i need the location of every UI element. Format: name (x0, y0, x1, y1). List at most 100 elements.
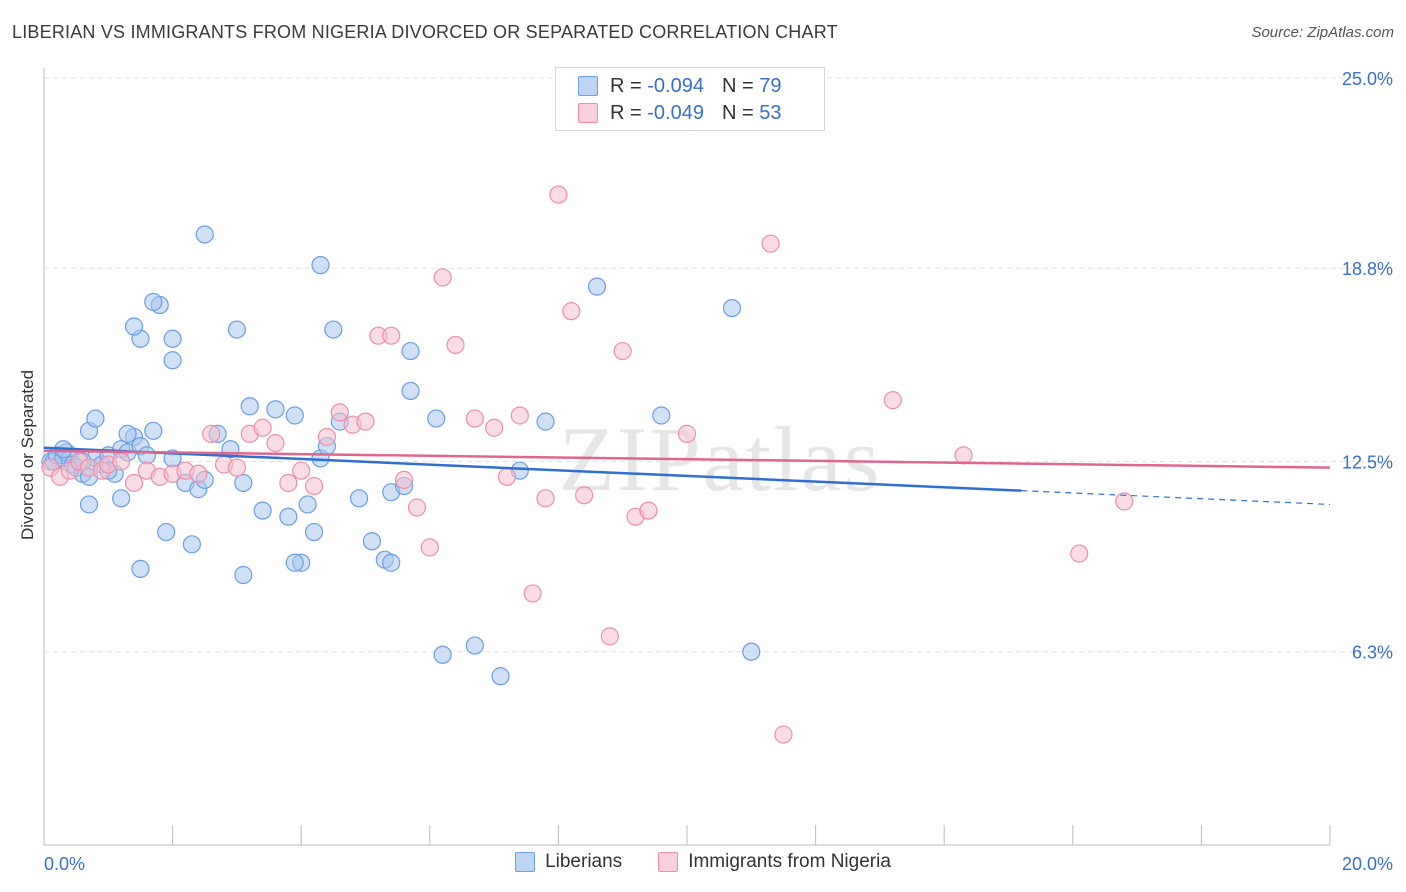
y-tick-label: 6.3% (1352, 643, 1393, 663)
nigeria-point (420, 538, 439, 557)
nigeria-point (112, 452, 131, 471)
legend-row-nigeria: R = -0.049 N = 53 (578, 100, 781, 126)
liberians-trend-line (43, 446, 1022, 492)
liberian-point (652, 406, 671, 425)
liberian-point (349, 489, 369, 508)
liberian-point (234, 473, 253, 493)
trend-lines (43, 446, 1331, 506)
liberian-point (124, 317, 144, 336)
nigeria-point (356, 412, 375, 431)
liberian-point (131, 559, 150, 578)
legend-item-liberians[interactable]: Liberians (515, 851, 622, 873)
nigeria-point (446, 335, 465, 355)
nigeria-point (253, 418, 272, 437)
liberian-point (311, 256, 330, 275)
x-tick-label: 0.0% (44, 854, 85, 874)
nigeria-trend-line (43, 449, 1331, 469)
liberian-point (427, 409, 446, 428)
liberian-point (285, 406, 304, 425)
nigeria-point (510, 406, 529, 425)
legend-item-nigeria[interactable]: Immigrants from Nigeria (658, 851, 891, 873)
liberian-point (144, 292, 163, 312)
legend-n-label: N = (721, 74, 760, 97)
legend-r-label: R = (610, 101, 648, 124)
nigeria-point (600, 627, 619, 646)
liberian-point (401, 341, 420, 361)
nigeria-point (279, 473, 298, 493)
liberians-trend-extension (1021, 490, 1331, 506)
nigeria-point (613, 341, 632, 361)
liberian-point (227, 320, 246, 339)
nigeria-point (465, 409, 484, 428)
nigeria-point (485, 418, 504, 437)
legend-r-value: -0.049 (647, 101, 704, 124)
liberian-point (157, 522, 176, 542)
liberian-point (118, 424, 137, 443)
nigeria-point (330, 403, 349, 422)
liberian-point (253, 501, 272, 520)
nigeria-point (954, 446, 973, 465)
nigeria-point (677, 424, 697, 443)
nigeria-point (407, 498, 427, 517)
nigeria-point (266, 433, 285, 453)
nigeria-point (562, 302, 581, 321)
nigeria-point (433, 268, 452, 287)
liberian-point (144, 421, 163, 440)
liberian-point (240, 397, 259, 416)
stats-legend: R = -0.094 N = 79 R = -0.049 N = 53 (555, 67, 825, 131)
legend-label-nigeria: Immigrants from Nigeria (688, 851, 891, 872)
legend-row-liberians: R = -0.094 N = 79 (578, 73, 781, 99)
y-tick-label: 12.5% (1342, 453, 1393, 473)
source-label: Source: ZipAtlas.com (1251, 24, 1394, 41)
liberian-point (465, 636, 484, 655)
axes (43, 68, 1331, 846)
legend-swatch-pink (658, 852, 679, 872)
liberian-point (362, 532, 382, 551)
nigeria-point (394, 470, 414, 490)
nigeria-point (761, 234, 780, 253)
liberian-point (163, 329, 182, 348)
liberian-point (112, 489, 131, 508)
liberian-point (234, 565, 253, 585)
nigeria-point (292, 461, 311, 480)
liberian-point (195, 225, 214, 244)
liberian-point (266, 400, 285, 419)
liberian-point (722, 299, 742, 318)
y-tick-label: 25.0% (1342, 69, 1393, 89)
nigeria-point (523, 584, 542, 603)
liberian-point (298, 495, 317, 514)
nigeria-point (549, 185, 568, 204)
legend-n-value: 53 (759, 101, 782, 124)
liberian-point (163, 351, 182, 370)
nigeria-point (536, 489, 555, 508)
liberian-point (324, 320, 343, 339)
nigeria-point (227, 458, 246, 477)
nigeria-points (41, 185, 1134, 744)
legend-n-value: 79 (759, 74, 782, 97)
liberian-point (279, 507, 298, 526)
liberian-point (433, 645, 452, 664)
x-tick-label: 20.0% (1342, 854, 1393, 874)
legend-n-label: N = (721, 101, 760, 124)
nigeria-point (124, 473, 144, 493)
y-axis-label: Divorced or Separated (18, 369, 37, 541)
nigeria-point (883, 391, 902, 410)
nigeria-point (382, 326, 401, 345)
liberian-point (491, 667, 510, 686)
nigeria-point (639, 501, 658, 520)
nigeria-point (497, 467, 517, 486)
tick-labels: 6.3% 12.5% 18.8% 25.0% 0.0% 20.0% (44, 69, 1393, 874)
nigeria-point (202, 424, 221, 443)
nigeria-point (1115, 492, 1134, 511)
liberian-point (285, 553, 304, 572)
liberian-point (401, 381, 420, 401)
liberian-point (86, 409, 105, 428)
legend-r-value: -0.094 (647, 74, 704, 97)
liberian-point (382, 553, 401, 572)
nigeria-point (304, 476, 324, 496)
nigeria-point (774, 725, 793, 744)
liberian-point (182, 535, 201, 554)
nigeria-point (1070, 544, 1089, 563)
legend-label-liberians: Liberians (545, 851, 623, 872)
